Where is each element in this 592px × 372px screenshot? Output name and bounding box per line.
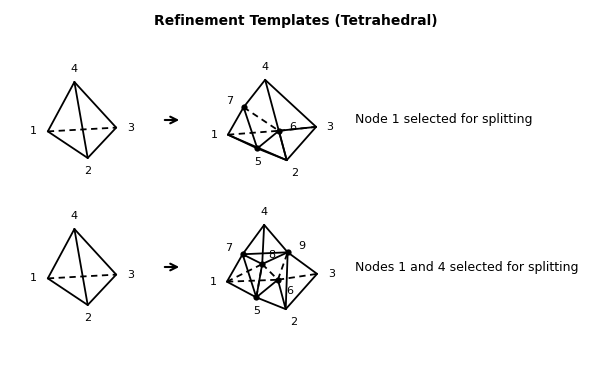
Text: 4: 4 — [71, 211, 78, 221]
Text: Node 1 selected for splitting: Node 1 selected for splitting — [355, 113, 532, 126]
Text: 1: 1 — [30, 273, 37, 283]
Text: 9: 9 — [298, 241, 305, 251]
Text: 1: 1 — [210, 130, 217, 140]
Text: 7: 7 — [225, 243, 232, 253]
Text: 1: 1 — [210, 277, 217, 287]
Text: 3: 3 — [329, 269, 336, 279]
Text: 3: 3 — [127, 270, 134, 280]
Text: 2: 2 — [291, 168, 298, 178]
Text: 3: 3 — [127, 123, 134, 132]
Text: 8: 8 — [269, 250, 276, 260]
Text: 5: 5 — [254, 157, 261, 167]
Text: 6: 6 — [287, 286, 294, 296]
Text: 7: 7 — [226, 96, 233, 106]
Text: 4: 4 — [71, 64, 78, 74]
Text: 6: 6 — [289, 122, 297, 132]
Text: 2: 2 — [84, 166, 91, 176]
Text: 4: 4 — [260, 207, 268, 217]
Text: 4: 4 — [262, 62, 269, 72]
Text: Nodes 1 and 4 selected for splitting: Nodes 1 and 4 selected for splitting — [355, 260, 578, 273]
Text: 3: 3 — [327, 122, 334, 132]
Text: 1: 1 — [30, 126, 37, 137]
Text: Refinement Templates (Tetrahedral): Refinement Templates (Tetrahedral) — [154, 14, 438, 28]
Text: 5: 5 — [253, 307, 260, 316]
Text: 2: 2 — [84, 313, 91, 323]
Text: 2: 2 — [290, 317, 297, 327]
